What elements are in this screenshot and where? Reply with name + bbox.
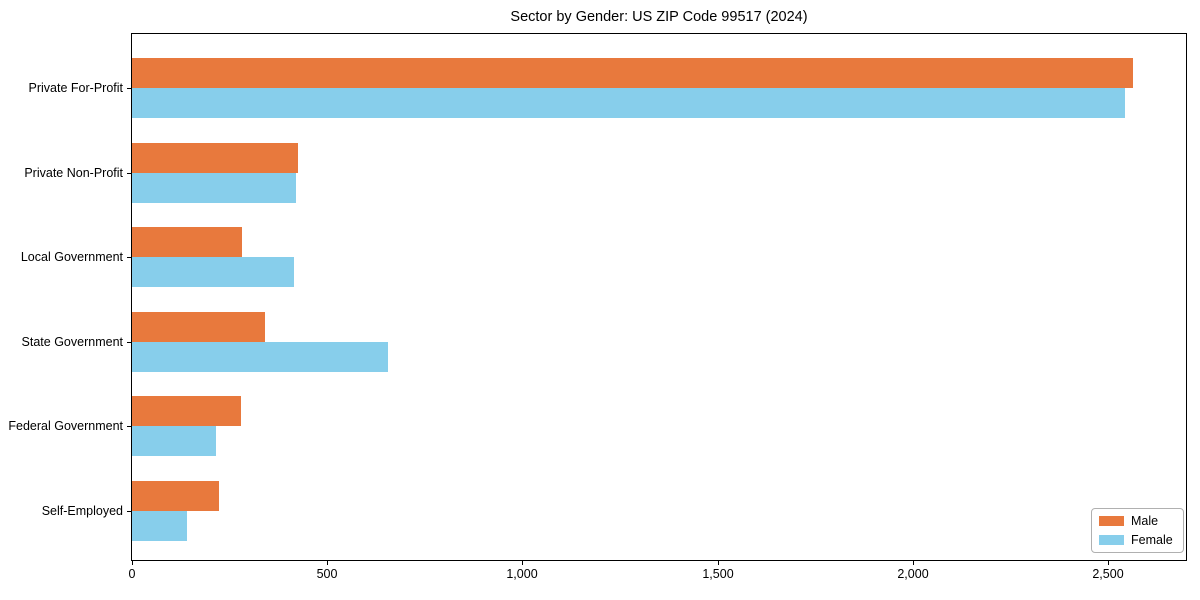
- x-tick-mark: [327, 561, 328, 565]
- y-tick-mark: [127, 88, 131, 89]
- y-tick-mark: [127, 173, 131, 174]
- y-tick-label-private-non-profit: Private Non-Profit: [24, 166, 123, 180]
- x-tick-mark: [913, 561, 914, 565]
- legend-swatch-male: [1099, 516, 1124, 526]
- y-tick-label-state-government: State Government: [21, 335, 123, 349]
- x-tick-label-500: 500: [316, 567, 338, 581]
- y-tick-mark: [127, 342, 131, 343]
- bar-male-private-for-profit: [132, 58, 1133, 88]
- legend: Male Female: [1091, 508, 1184, 553]
- x-tick-label-2-500: 2,500: [1092, 567, 1124, 581]
- legend-item-female: Female: [1099, 533, 1173, 547]
- bar-male-self-employed: [132, 481, 219, 511]
- bar-male-state-government: [132, 312, 265, 342]
- bar-female-state-government: [132, 342, 388, 372]
- x-tick-label-1-500: 1,500: [702, 567, 734, 581]
- y-tick-label-local-government: Local Government: [20, 250, 123, 264]
- x-tick-mark: [1108, 561, 1109, 565]
- legend-label-female: Female: [1131, 533, 1173, 547]
- x-tick-label-2-000: 2,000: [897, 567, 929, 581]
- x-tick-mark: [132, 561, 133, 565]
- y-tick-label-self-employed: Self-Employed: [41, 504, 123, 518]
- bar-male-private-non-profit: [132, 143, 298, 173]
- x-tick-label-0: 0: [128, 567, 136, 581]
- x-tick-mark: [718, 561, 719, 565]
- legend-item-male: Male: [1099, 514, 1173, 528]
- y-tick-mark: [127, 511, 131, 512]
- y-tick-mark: [127, 257, 131, 258]
- bar-male-federal-government: [132, 396, 241, 426]
- x-tick-mark: [522, 561, 523, 565]
- chart-title: Sector by Gender: US ZIP Code 99517 (202…: [510, 9, 808, 25]
- y-tick-label-federal-government: Federal Government: [8, 419, 123, 433]
- legend-swatch-female: [1099, 535, 1124, 545]
- bar-female-private-non-profit: [132, 173, 296, 203]
- plot-area: [131, 33, 1187, 561]
- y-tick-mark: [127, 426, 131, 427]
- legend-label-male: Male: [1131, 514, 1159, 528]
- bar-female-self-employed: [132, 511, 187, 541]
- bar-female-federal-government: [132, 426, 216, 456]
- bar-female-private-for-profit: [132, 88, 1125, 118]
- x-tick-label-1-000: 1,000: [506, 567, 538, 581]
- bar-female-local-government: [132, 257, 294, 287]
- y-tick-label-private-for-profit: Private For-Profit: [28, 81, 123, 95]
- bar-male-local-government: [132, 227, 242, 257]
